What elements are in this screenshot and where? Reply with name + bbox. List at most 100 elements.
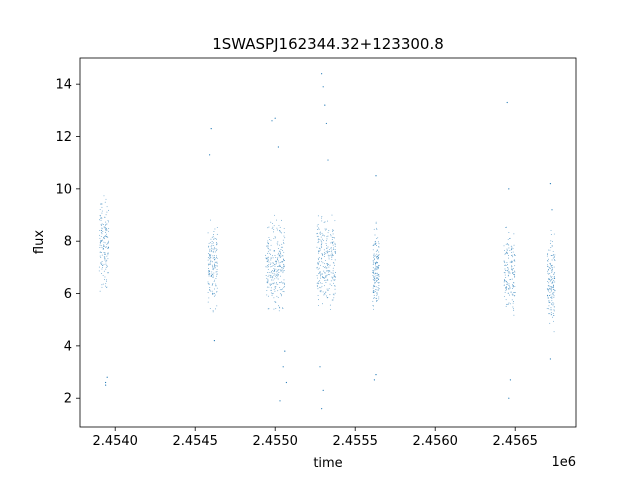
data-point — [328, 271, 329, 273]
data-point — [318, 267, 320, 269]
data-point — [100, 203, 101, 205]
data-point — [103, 226, 105, 228]
data-point — [324, 252, 325, 254]
data-point — [324, 263, 325, 265]
data-point — [275, 256, 277, 258]
data-point — [509, 285, 511, 287]
data-point — [273, 308, 275, 310]
data-point — [326, 297, 328, 299]
data-point — [268, 261, 270, 263]
data-point — [503, 281, 505, 283]
data-point — [214, 294, 216, 296]
data-point — [513, 295, 515, 297]
data-point — [275, 301, 277, 303]
data-point — [210, 260, 212, 262]
data-point — [329, 283, 331, 285]
data-point — [327, 263, 329, 264]
data-point — [283, 270, 285, 272]
data-point — [319, 231, 321, 233]
data-point — [100, 262, 102, 263]
x-tick-label: 2.4540 — [92, 434, 138, 449]
data-point — [375, 286, 377, 288]
data-point — [108, 230, 109, 232]
data-point — [280, 270, 282, 272]
data-point — [269, 264, 271, 266]
data-point — [269, 239, 270, 240]
y-axis-ticks: 2 4 6 8 10 12 14 — [55, 78, 80, 407]
data-point — [372, 245, 374, 246]
data-point — [211, 275, 213, 277]
data-point — [211, 271, 213, 273]
data-point — [102, 265, 104, 266]
data-point — [279, 286, 281, 288]
data-point — [505, 289, 507, 291]
data-point — [549, 295, 550, 297]
data-point — [377, 268, 379, 269]
y-tick-label: 8 — [64, 235, 72, 250]
data-point — [272, 226, 274, 228]
data-point — [316, 235, 318, 237]
data-point — [552, 257, 554, 259]
data-point — [216, 265, 218, 267]
data-point — [509, 379, 511, 381]
data-point — [277, 296, 279, 298]
data-point — [273, 267, 275, 269]
data-point — [321, 73, 323, 75]
data-point — [512, 248, 514, 250]
data-point — [326, 240, 327, 242]
data-point — [281, 267, 283, 269]
data-point — [327, 265, 328, 267]
data-point — [550, 279, 552, 281]
data-point — [549, 273, 551, 274]
data-point — [210, 275, 212, 277]
data-point — [209, 264, 211, 266]
data-point — [107, 252, 109, 254]
data-point — [374, 269, 376, 271]
data-point — [321, 285, 323, 287]
data-point — [212, 283, 213, 285]
data-point — [267, 272, 269, 273]
data-point — [320, 291, 322, 293]
data-point — [208, 253, 210, 255]
data-point — [105, 381, 107, 384]
data-point — [553, 274, 555, 275]
data-point — [106, 246, 108, 248]
data-point — [105, 224, 107, 226]
data-point — [277, 275, 279, 277]
data-point — [321, 215, 323, 217]
data-point — [98, 266, 100, 268]
data-point — [512, 251, 514, 253]
data-point — [376, 295, 378, 297]
data-point — [375, 374, 377, 376]
data-point — [548, 289, 550, 290]
data-point — [284, 350, 286, 352]
data-point — [276, 219, 277, 221]
data-point — [277, 259, 279, 261]
data-point — [508, 288, 510, 289]
data-point — [549, 309, 551, 311]
data-point — [101, 252, 103, 254]
data-point — [332, 254, 334, 256]
data-point — [266, 277, 268, 279]
data-point — [553, 306, 555, 308]
data-point — [318, 262, 320, 264]
data-point — [104, 242, 106, 244]
data-point — [265, 257, 267, 259]
data-point — [278, 272, 280, 273]
data-point — [211, 250, 212, 251]
data-point — [317, 215, 319, 217]
data-point — [207, 281, 209, 283]
data-point — [269, 276, 271, 278]
data-point — [105, 268, 107, 270]
data-point — [378, 251, 380, 253]
data-point — [282, 258, 284, 260]
data-point — [377, 289, 379, 291]
data-point — [378, 264, 379, 266]
data-point — [215, 257, 217, 258]
data-point — [324, 221, 326, 223]
data-point — [551, 303, 553, 305]
data-point — [549, 267, 551, 269]
data-point — [372, 260, 374, 262]
data-point — [318, 259, 320, 261]
